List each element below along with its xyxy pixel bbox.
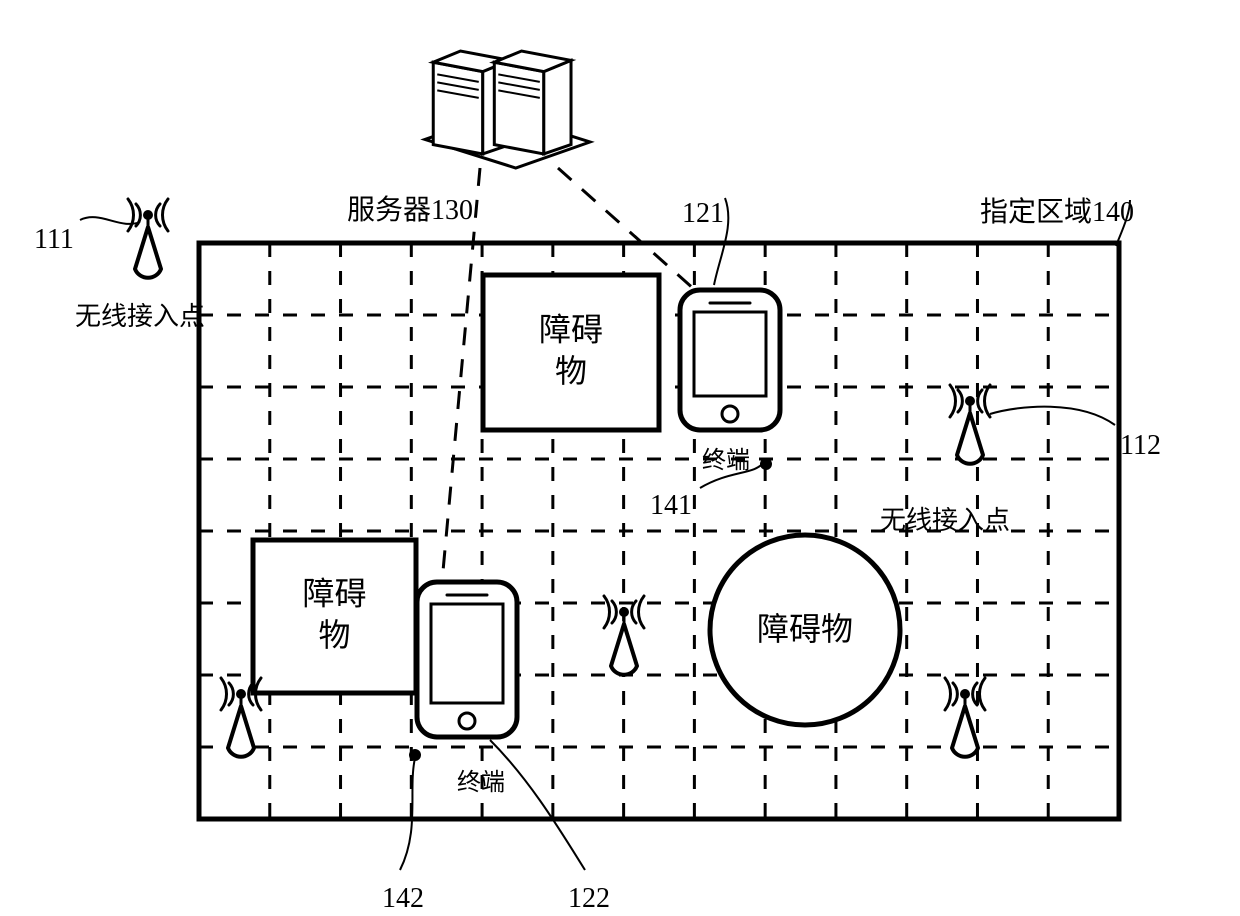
label-area: 指定区域140: [980, 190, 1134, 230]
leader-l112: [990, 407, 1115, 425]
label-terminal-bot: 终端: [457, 762, 505, 797]
label-ap-outside: 无线接入点: [75, 296, 205, 333]
server-link-top: [558, 168, 695, 290]
ap-inside-1-icon: [950, 385, 990, 464]
leader-l142: [400, 758, 415, 870]
svg-text:障碍物: 障碍物: [757, 611, 853, 647]
label-ap-inside: 无线接入点: [880, 500, 1010, 537]
ref-142: 142: [382, 883, 424, 915]
obstacle-circle: 障碍物: [710, 535, 900, 725]
server-icon: [425, 51, 590, 168]
ap-inside-2-icon: [604, 596, 644, 675]
leader-l111: [80, 217, 140, 224]
obstacle-rect-bot: 障碍物: [253, 540, 416, 693]
ref-121: 121: [682, 198, 724, 230]
leader-l122: [490, 740, 585, 870]
ref-141: 141: [650, 490, 692, 522]
ap-inside-3-icon: [221, 678, 261, 757]
ref-111: 111: [34, 224, 74, 256]
terminal-bot-icon: [417, 582, 517, 737]
diagram-stage: 障碍物障碍物障碍物 服务器130 指定区域140 无线接入点 无线接入点 终端 …: [0, 0, 1240, 916]
ref-112: 112: [1120, 430, 1161, 462]
diagram-svg: 障碍物障碍物障碍物: [0, 0, 1240, 916]
ap-inside-4-icon: [945, 678, 985, 757]
ref-122: 122: [568, 883, 610, 915]
label-terminal-top: 终端: [702, 440, 750, 475]
terminal-top-icon: [680, 290, 780, 430]
server-link-bot: [442, 168, 480, 582]
label-server: 服务器130: [347, 188, 473, 228]
ap-outside-icon: [128, 199, 168, 278]
obstacle-rect-top: 障碍物: [483, 275, 659, 430]
